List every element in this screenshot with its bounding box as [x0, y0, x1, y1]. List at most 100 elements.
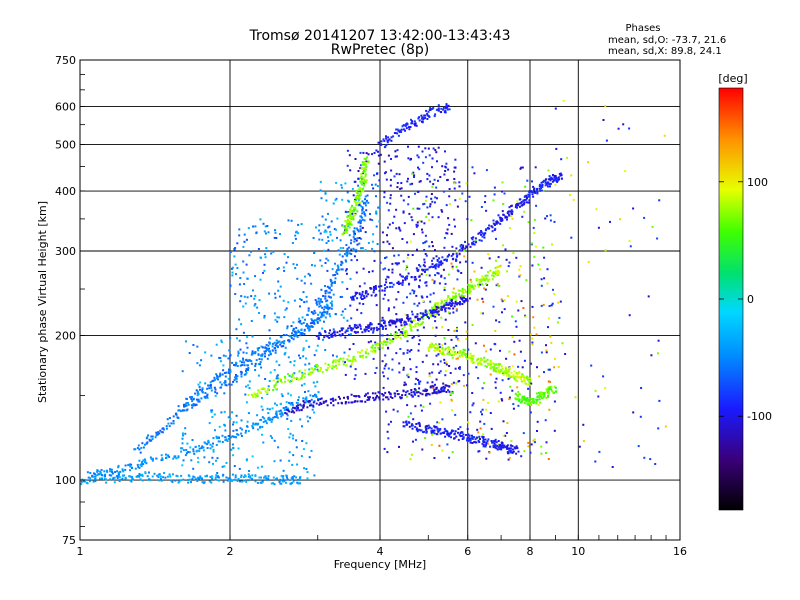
- scatter-point: [181, 437, 184, 440]
- scatter-point: [455, 255, 458, 258]
- trace-point: [386, 396, 389, 399]
- trace-point: [405, 391, 408, 394]
- trace-point: [261, 353, 264, 356]
- scatter-point: [255, 231, 258, 234]
- scatter-point: [252, 225, 255, 228]
- trace-point: [242, 357, 244, 360]
- trace-point: [518, 398, 521, 401]
- scatter-point: [329, 301, 332, 304]
- trace-point: [310, 398, 313, 401]
- trace-point: [260, 345, 263, 348]
- trace-point: [359, 180, 362, 183]
- scatter-point: [535, 204, 538, 207]
- trace-point: [241, 428, 244, 431]
- scatter-point: [495, 377, 498, 380]
- scatter-point: [231, 267, 233, 270]
- scatter-point: [533, 438, 536, 441]
- scatter-point: [229, 336, 232, 339]
- trace-point: [144, 443, 146, 446]
- scatter-point: [433, 178, 436, 181]
- trace-point: [366, 392, 369, 395]
- trace-point: [263, 417, 266, 420]
- scatter-point: [594, 389, 597, 392]
- scatter-point: [239, 277, 242, 279]
- scatter-point: [548, 408, 551, 411]
- trace-point: [481, 235, 484, 238]
- trace-point: [305, 324, 308, 327]
- trace-point: [390, 136, 393, 139]
- trace-point: [497, 440, 500, 442]
- trace-point: [451, 350, 454, 353]
- trace-point: [413, 276, 416, 279]
- trace-point: [433, 265, 436, 268]
- scatter-point: [551, 302, 554, 305]
- trace-point: [403, 331, 406, 334]
- trace-point: [381, 393, 384, 395]
- trace-point: [364, 352, 367, 355]
- trace-point: [489, 269, 492, 272]
- scatter-point: [424, 199, 427, 202]
- scatter-point: [485, 209, 488, 212]
- trace-point: [139, 463, 142, 466]
- trace-point: [402, 275, 404, 278]
- trace-point: [157, 476, 160, 479]
- trace-point: [267, 388, 269, 391]
- trace-point: [413, 319, 416, 322]
- scatter-point: [554, 357, 556, 360]
- trace-point: [275, 339, 278, 342]
- trace-point: [436, 108, 439, 111]
- scatter-point: [261, 346, 264, 349]
- trace-point: [345, 227, 348, 230]
- trace-point: [290, 411, 293, 414]
- trace-point: [328, 286, 331, 289]
- trace-point: [369, 323, 372, 326]
- trace-point: [542, 396, 545, 399]
- trace-point: [336, 359, 339, 362]
- scatter-point: [422, 405, 425, 408]
- scatter-point: [521, 215, 524, 218]
- trace-point: [370, 327, 373, 330]
- scatter-point: [402, 368, 405, 371]
- trace-point: [219, 440, 221, 443]
- trace-point: [138, 459, 141, 462]
- scatter-point: [445, 232, 448, 235]
- scatter-point: [271, 407, 274, 410]
- trace-point: [481, 232, 484, 235]
- scatter-point: [364, 231, 367, 234]
- scatter-point: [444, 370, 447, 372]
- scatter-point: [373, 259, 376, 262]
- trace-point: [364, 393, 367, 396]
- scatter-point: [353, 377, 356, 380]
- scatter-point: [447, 168, 450, 171]
- trace-point: [382, 326, 385, 329]
- trace-point: [138, 473, 141, 475]
- scatter-point: [521, 366, 524, 369]
- trace-point: [290, 337, 293, 339]
- trace-point: [280, 482, 283, 485]
- scatter-point: [448, 223, 451, 226]
- scatter-point: [401, 238, 404, 240]
- trace-point: [393, 334, 396, 337]
- scatter-point: [498, 362, 500, 365]
- trace-point: [202, 449, 205, 452]
- trace-point: [495, 444, 498, 447]
- trace-point: [429, 107, 432, 109]
- scatter-point: [391, 221, 394, 224]
- scatter-point: [283, 269, 286, 272]
- trace-point: [235, 429, 238, 432]
- scatter-point: [212, 448, 215, 451]
- scatter-point: [209, 381, 212, 384]
- scatter-point: [235, 414, 238, 417]
- scatter-point: [452, 311, 455, 314]
- trace-point: [320, 397, 323, 400]
- scatter-point: [246, 296, 249, 299]
- trace-point: [453, 432, 456, 435]
- scatter-point: [486, 442, 489, 445]
- scatter-point: [287, 301, 290, 304]
- trace-point: [336, 264, 339, 267]
- trace-point: [478, 239, 481, 242]
- scatter-point: [311, 408, 314, 411]
- scatter-point: [421, 228, 423, 231]
- trace-point: [94, 477, 97, 480]
